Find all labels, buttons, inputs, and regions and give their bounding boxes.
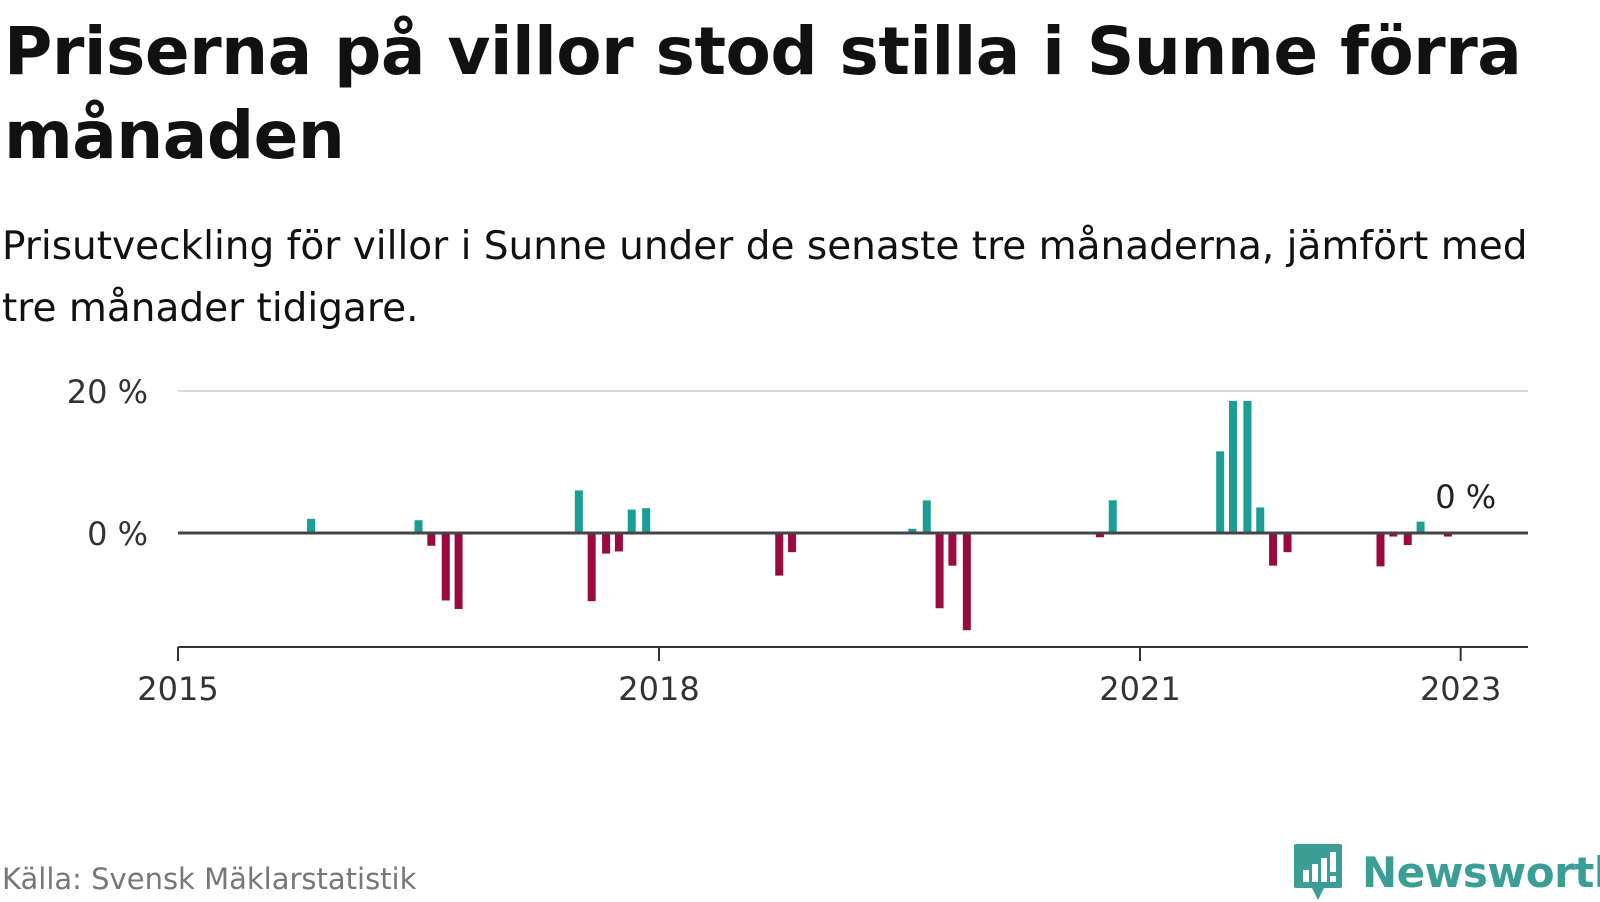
bar bbox=[414, 520, 423, 533]
bar bbox=[427, 533, 436, 546]
bar bbox=[441, 533, 450, 601]
x-tick-label: 2015 bbox=[137, 670, 218, 708]
bar bbox=[307, 518, 316, 533]
x-tick-label: 2021 bbox=[1099, 670, 1180, 708]
bar bbox=[1403, 533, 1412, 546]
bar bbox=[948, 533, 957, 566]
newsworthy-logo-icon bbox=[1294, 844, 1342, 900]
bar bbox=[1389, 533, 1398, 537]
chart-subtitle: Prisutveckling för villor i Sunne under … bbox=[2, 224, 1528, 331]
bar bbox=[908, 528, 917, 533]
bar bbox=[587, 533, 596, 602]
bar bbox=[614, 533, 623, 552]
bar bbox=[1376, 533, 1385, 567]
bar bbox=[1216, 451, 1225, 533]
bar bbox=[922, 500, 931, 533]
bar bbox=[454, 533, 463, 609]
bar bbox=[775, 533, 784, 576]
y-tick-label: 0 % bbox=[87, 515, 148, 553]
bar bbox=[1416, 521, 1425, 533]
source-note: Källa: Svensk Mäklarstatistik bbox=[2, 862, 417, 896]
y-tick-label: 20 % bbox=[67, 373, 148, 411]
bar bbox=[1243, 400, 1252, 533]
bar bbox=[1095, 533, 1104, 538]
brand-logo: Newsworthy bbox=[1292, 842, 1600, 902]
x-tick-label: 2023 bbox=[1420, 670, 1501, 708]
bar bbox=[602, 533, 611, 554]
bar bbox=[1256, 507, 1265, 533]
chart-title: Priserna på villor stod stilla i Sunne f… bbox=[4, 13, 1522, 174]
bar bbox=[574, 490, 583, 533]
bar bbox=[1283, 533, 1292, 553]
bar bbox=[1443, 533, 1452, 537]
bar bbox=[962, 533, 971, 631]
bar bbox=[935, 533, 944, 609]
latest-value-annotation: 0 % bbox=[1435, 478, 1496, 516]
bar bbox=[1228, 400, 1237, 533]
bar bbox=[1108, 500, 1117, 533]
bar bbox=[627, 509, 636, 533]
bar bbox=[642, 508, 651, 533]
brand-name: Newsworthy bbox=[1362, 847, 1600, 897]
x-tick-label: 2018 bbox=[618, 670, 699, 708]
bar bbox=[1269, 533, 1278, 566]
bar bbox=[788, 533, 797, 553]
